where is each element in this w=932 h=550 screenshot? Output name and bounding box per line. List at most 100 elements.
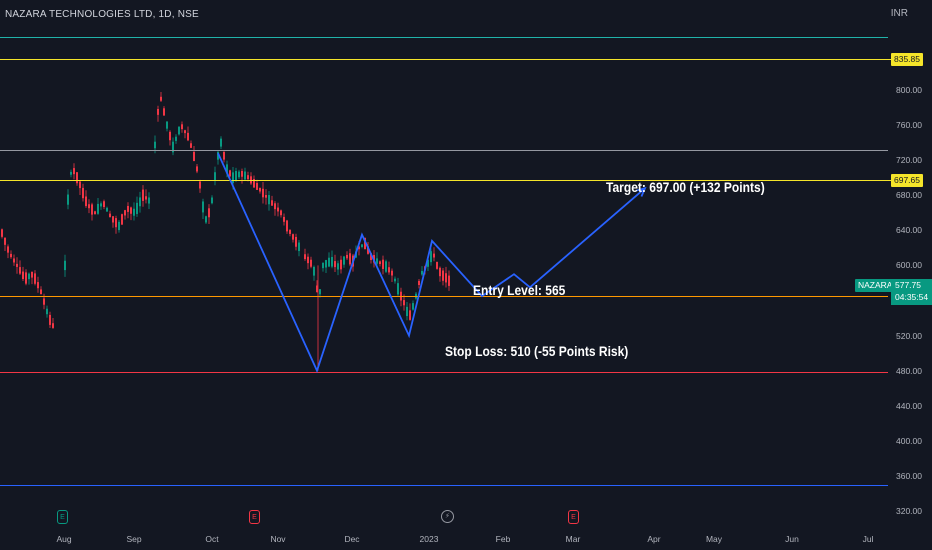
candle-body <box>112 216 114 223</box>
candle-body <box>187 132 189 141</box>
price-tick-label: 720.00 <box>896 155 922 166</box>
candle-body <box>181 124 183 130</box>
candle-body <box>262 188 264 198</box>
candle-body <box>124 210 126 216</box>
time-tick-label: Aug <box>56 534 72 544</box>
candle-body <box>445 273 447 283</box>
candle-body <box>34 273 36 284</box>
price-tick-label: 760.00 <box>896 120 922 131</box>
candle-body <box>19 267 21 274</box>
candle-body <box>1 229 3 237</box>
price-axis-area[interactable] <box>888 0 932 550</box>
level-badge-835: 835.85 <box>891 53 923 66</box>
ticker-badge: NAZARA <box>855 279 896 292</box>
time-tick-label: Nov <box>270 534 286 544</box>
time-tick-label: May <box>705 534 723 544</box>
time-tick-label: Jul <box>862 534 874 544</box>
candle-body <box>253 178 255 188</box>
candle-body <box>385 261 387 272</box>
candle-body <box>133 208 135 216</box>
candle-body <box>97 203 99 214</box>
candle-body <box>127 205 129 212</box>
chart-area[interactable] <box>0 0 888 550</box>
candle-body <box>22 271 24 280</box>
candle-body <box>169 131 171 141</box>
candle-body <box>211 197 213 204</box>
candle-body <box>37 282 39 289</box>
entry-annotation[interactable]: Entry Level: 565 <box>473 282 566 298</box>
candle-body <box>412 303 414 310</box>
candle-body <box>241 171 243 177</box>
candle-body <box>217 151 219 160</box>
price-tick-label: 400.00 <box>896 435 922 446</box>
price-chart[interactable] <box>0 0 888 550</box>
candle-body <box>256 183 258 190</box>
candle-body <box>325 260 327 268</box>
target-arrowhead <box>636 186 647 197</box>
candle-body <box>283 216 285 222</box>
candle-body <box>64 260 66 271</box>
last-price-value: 577.75 <box>895 280 921 290</box>
time-tick-label: 2023 <box>419 534 439 544</box>
candle-body <box>166 121 168 129</box>
candle-body <box>244 171 246 180</box>
candle-body <box>121 214 123 225</box>
candle-body <box>394 278 396 282</box>
candle-body <box>163 108 165 116</box>
candle-body <box>148 197 150 204</box>
candle-body <box>202 201 204 213</box>
price-tick-label: 600.00 <box>896 260 922 271</box>
candle-body <box>43 298 45 305</box>
target-annotation[interactable]: Target: 697.00 (+132 Points) <box>606 179 765 195</box>
countdown-timer: 04:35:54 <box>895 292 929 302</box>
candle-body <box>250 176 252 184</box>
price-tick-label: 480.00 <box>896 365 922 376</box>
candle-body <box>430 251 432 263</box>
candle-body <box>196 166 198 172</box>
stop-loss-annotation[interactable]: Stop Loss: 510 (-55 Points Risk) <box>445 343 629 359</box>
candle-body <box>73 168 75 175</box>
candle-body <box>280 210 282 216</box>
candle-body <box>193 152 195 162</box>
time-tick-label: Dec <box>344 534 360 544</box>
candle-body <box>178 126 180 135</box>
candle-body <box>403 300 405 306</box>
candle-body <box>205 216 207 223</box>
candle-body <box>388 267 390 273</box>
candle-body <box>16 263 18 267</box>
price-tick-label: 640.00 <box>896 225 922 236</box>
candle-body <box>106 207 108 212</box>
candle-body <box>214 172 216 181</box>
candle-body <box>337 263 339 270</box>
price-tick-label: 320.00 <box>896 506 922 516</box>
dividend-icon[interactable]: ⚡ <box>441 510 454 523</box>
earnings-icon[interactable]: E <box>568 510 579 524</box>
candle-body <box>433 253 435 258</box>
candle-body <box>70 171 72 175</box>
candle-body <box>421 270 423 275</box>
candle-body <box>232 172 234 184</box>
price-tick-label: 680.00 <box>896 190 922 201</box>
candle-body <box>199 181 201 189</box>
candle-body <box>235 170 237 182</box>
candle-body <box>397 283 399 295</box>
candle-body <box>298 242 300 252</box>
candle-body <box>238 171 240 178</box>
candle-body <box>409 310 411 320</box>
candle-body <box>442 270 444 281</box>
candle-body <box>406 306 408 317</box>
candle-body <box>100 203 102 207</box>
candle-body <box>229 170 231 177</box>
horizontal-levels <box>0 37 888 486</box>
candle-body <box>313 266 315 276</box>
currency-label: INR <box>890 8 908 19</box>
candle-body <box>286 220 288 232</box>
candle-body <box>292 234 294 240</box>
candle-body <box>28 273 30 280</box>
earnings-icon[interactable]: E <box>249 510 260 524</box>
candle-body <box>259 188 261 192</box>
candle-body <box>40 289 42 295</box>
candle-body <box>295 236 297 247</box>
earnings-icon[interactable]: E <box>57 510 68 524</box>
candle-body <box>157 108 159 115</box>
